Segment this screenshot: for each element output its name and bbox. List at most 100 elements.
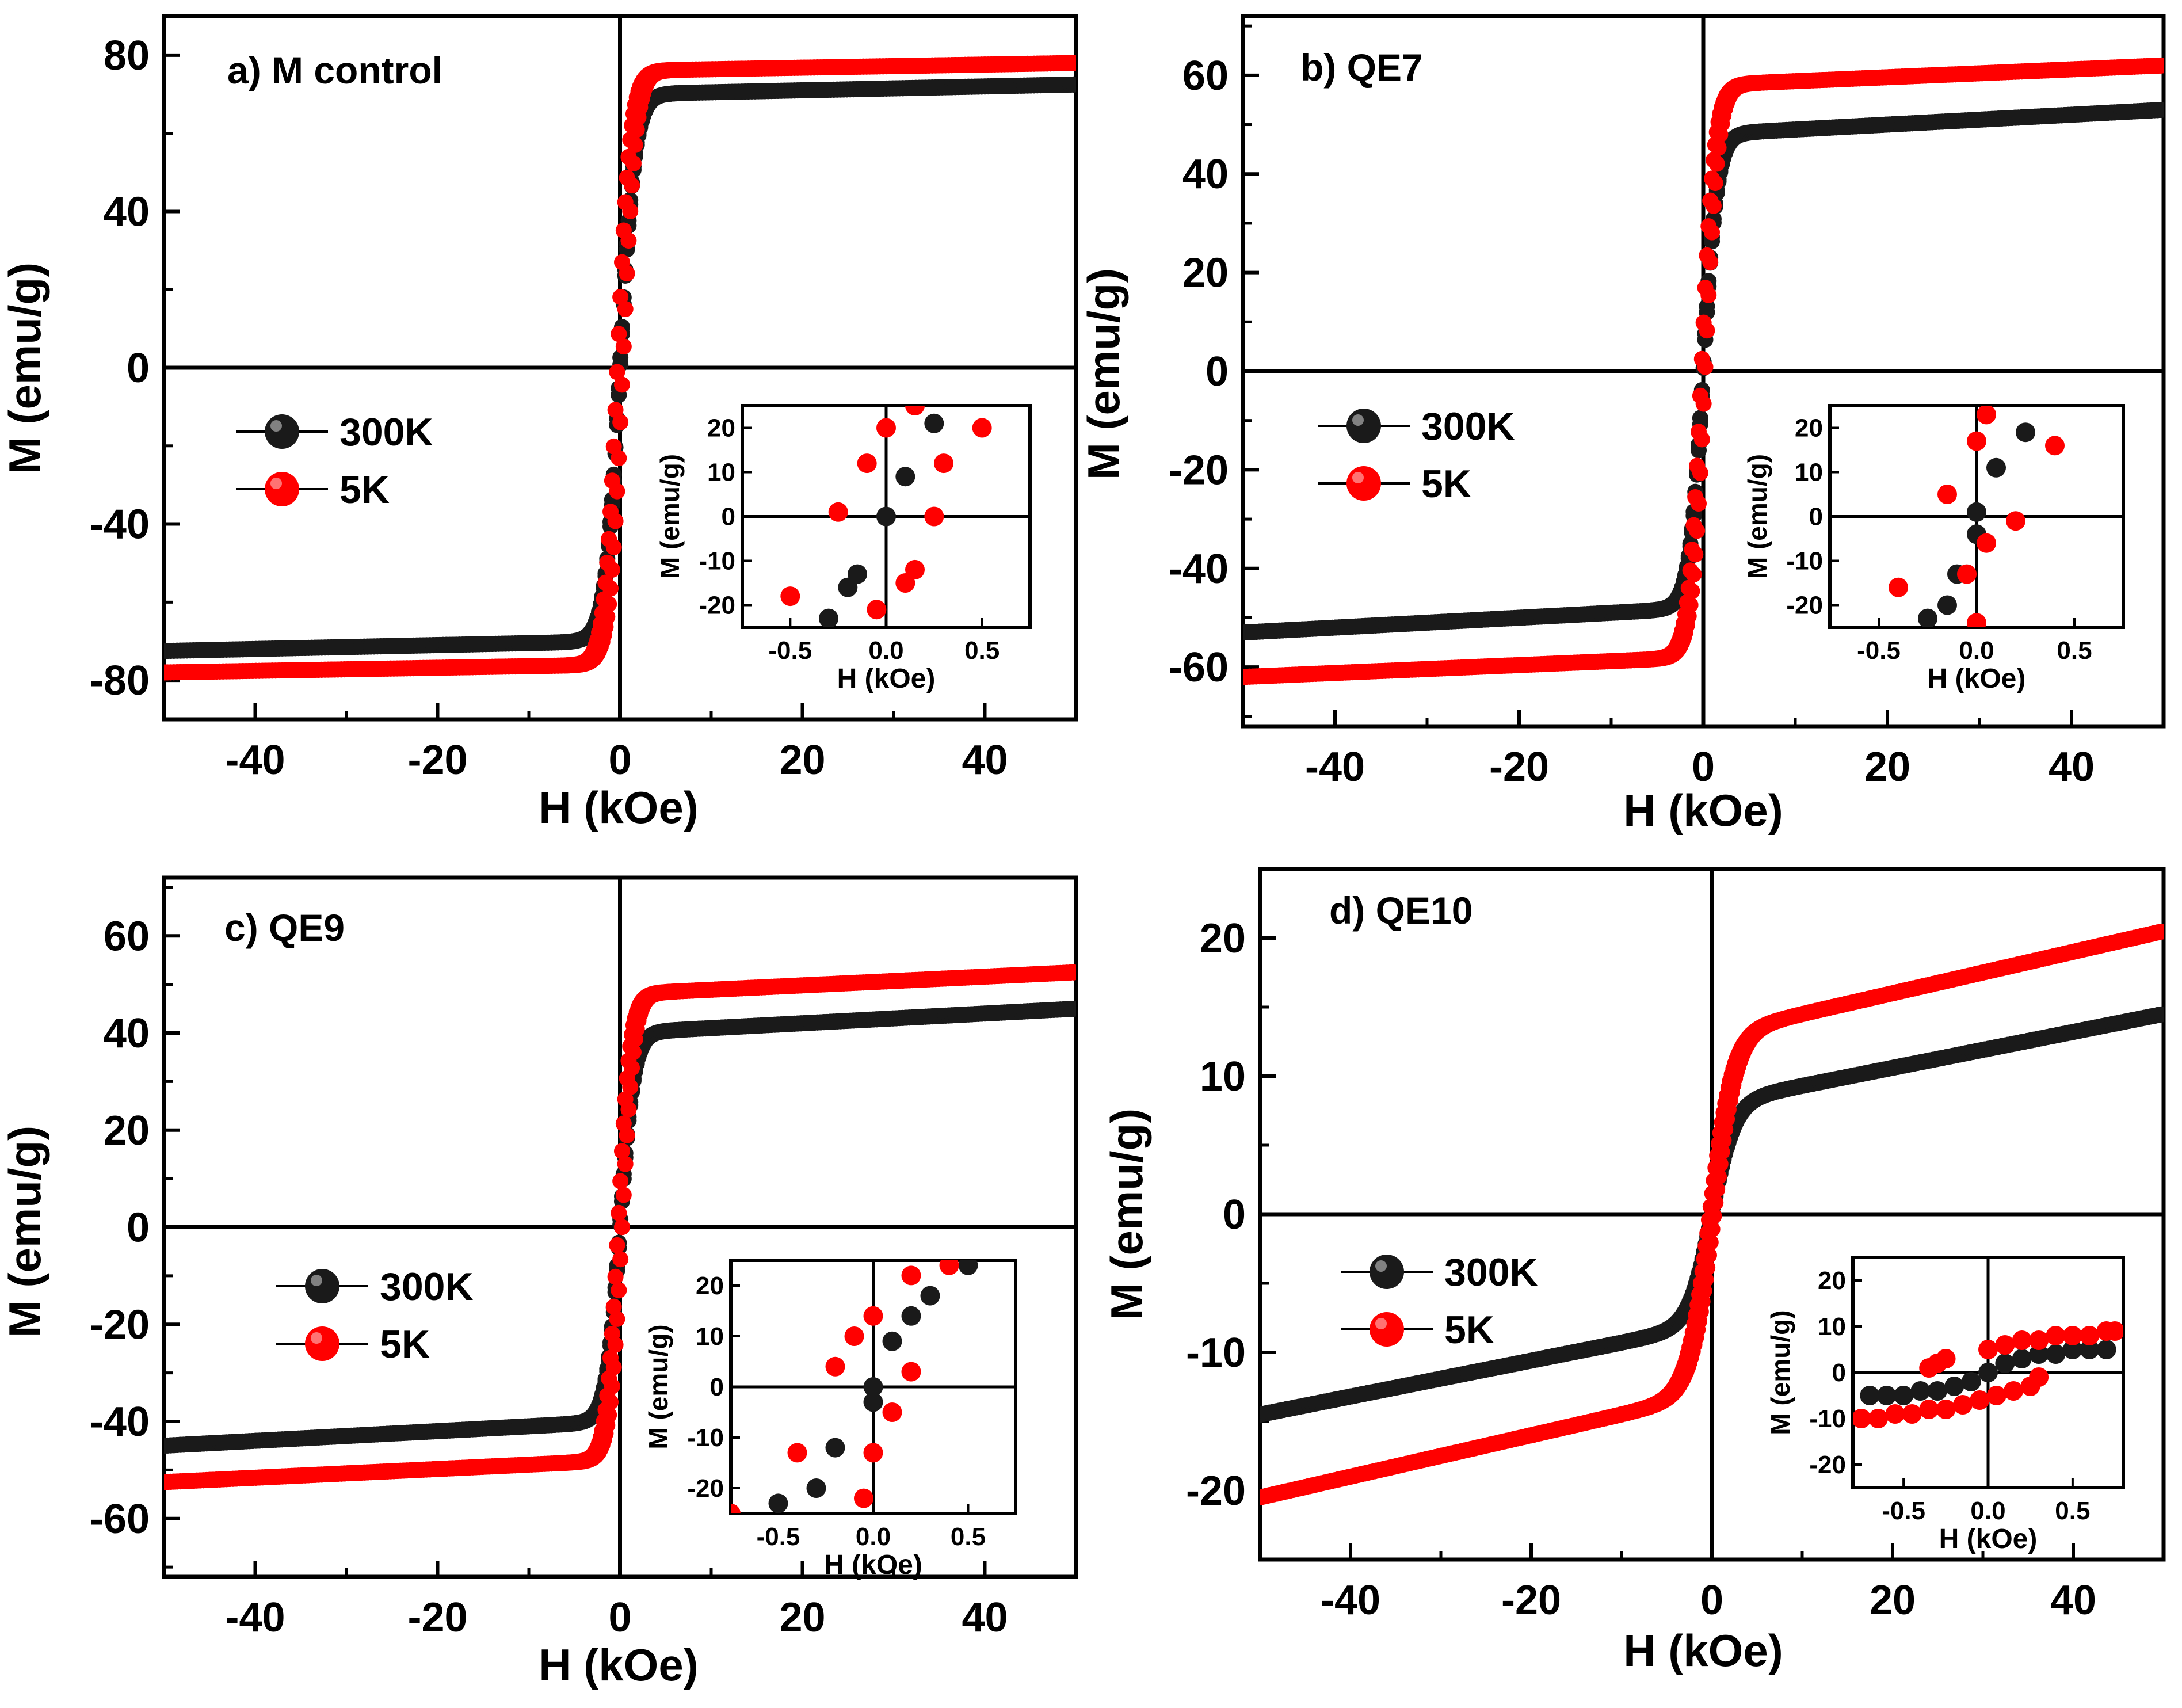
data-point [1695,395,1712,412]
data-point [1693,431,1710,448]
inset-y-tick-label: 10 [696,1322,724,1351]
data-point [1710,139,1727,156]
y-axis-label: M (emu/g) [1078,268,1129,480]
x-axis-label: H (kOe) [539,782,698,833]
inset-data-point [731,1504,741,1513]
inset-y-axis-label: M (emu/g) [655,454,685,579]
y-tick-label: -60 [90,1496,150,1542]
data-point [1687,546,1704,563]
y-tick-label: 0 [1206,349,1229,395]
inset-x-tick-label: -0.5 [757,1523,800,1551]
inset-data-point [819,608,838,627]
panel-title: d) QE10 [1329,889,1473,932]
inset-y-tick-label: 10 [707,459,735,487]
legend-marker-highlight [311,1275,322,1286]
data-point [620,1101,637,1118]
legend-label: 300K [1421,405,1515,448]
data-point [607,1336,624,1353]
x-tick-label: 40 [2049,744,2095,790]
inset-y-tick-label: 0 [1809,503,1823,531]
inset-data-point [806,1478,826,1498]
legend-marker [265,414,299,449]
inset-data-point [1918,608,1937,627]
data-point [1697,359,1714,375]
data-point [601,1406,617,1423]
y-tick-label: 60 [104,913,150,959]
data-point [1708,155,1725,172]
x-tick-label: -40 [1321,1577,1380,1623]
y-tick-label: 20 [1200,916,1246,962]
inset-data-point [1967,613,1986,627]
data-point [615,338,632,355]
panel-title: c) QE9 [224,906,345,949]
inset-data-point [1977,406,1996,425]
inset-y-tick-label: 0 [722,503,735,531]
series-5K [1260,924,2164,1505]
y-tick-label: 0 [127,1205,150,1251]
series-5K [1243,57,2164,685]
data-point [612,414,629,430]
inset-y-tick-label: -20 [1786,592,1823,620]
data-point [1689,523,1706,539]
data-point [1065,964,1076,981]
legend-label: 5K [380,1322,430,1366]
inset-data-point [2006,511,2025,531]
panel-title: a) M control [227,49,442,92]
inset-x-tick-label: -0.5 [1857,636,1901,665]
data-point [1707,175,1723,192]
inset-y-tick-label: 10 [1795,459,1823,487]
inset-data-point [787,1443,807,1463]
data-point [1699,322,1715,339]
data-point [628,121,645,138]
x-tick-label: -40 [1305,744,1365,790]
y-tick-label: -10 [1186,1330,1246,1376]
y-tick-label: 40 [1182,151,1229,197]
data-point [1682,597,1699,613]
inset-data-point [905,406,925,415]
data-point [604,1378,620,1394]
series-5K [164,55,1076,681]
inset-data-point [768,1493,788,1513]
data-point [612,1251,629,1268]
data-point [2153,57,2164,74]
data-point [624,177,640,194]
inset-data-point [844,1326,864,1346]
inset-x-axis-label: H (kOe) [1928,664,2026,694]
y-tick-label: -60 [1169,645,1229,691]
inset-x-axis-label: H (kOe) [824,1550,922,1580]
legend-marker [1346,409,1381,443]
inset-x-tick-label: 0.0 [1959,636,1994,665]
x-tick-label: 20 [1870,1577,1916,1623]
data-point [607,402,624,418]
legend-marker-highlight [1352,414,1364,426]
data-point [622,1078,639,1095]
inset-data-point [1937,485,1957,504]
inset-y-tick-label: -10 [699,547,735,575]
y-tick-label: 0 [1223,1192,1246,1238]
inset-series-300K [768,1260,978,1513]
y-tick-label: 20 [104,1108,150,1154]
data-point [617,1156,634,1172]
inset-y-axis-label: M (emu/g) [1742,454,1772,579]
inset-data-point [2045,436,2065,456]
inset-series-5K [780,406,992,620]
y-tick-label: -40 [1169,546,1229,592]
data-point [1691,495,1707,512]
inset-data-point [825,1438,845,1458]
data-point [2153,1006,2164,1023]
inset-y-tick-label: 20 [707,414,735,443]
legend-marker [305,1326,339,1361]
inset-data-point [863,1377,883,1397]
inset-data-point [825,1356,845,1377]
data-point [625,1044,642,1061]
inset-y-tick-label: -20 [687,1474,724,1503]
inset-data-point [924,506,944,527]
legend-marker-highlight [270,420,282,432]
data-point [612,289,629,306]
inset-data-point [2016,422,2035,443]
legend-label: 300K [339,410,433,454]
y-tick-label: -20 [1186,1468,1246,1514]
data-point [620,232,637,249]
data-point [1704,224,1721,241]
